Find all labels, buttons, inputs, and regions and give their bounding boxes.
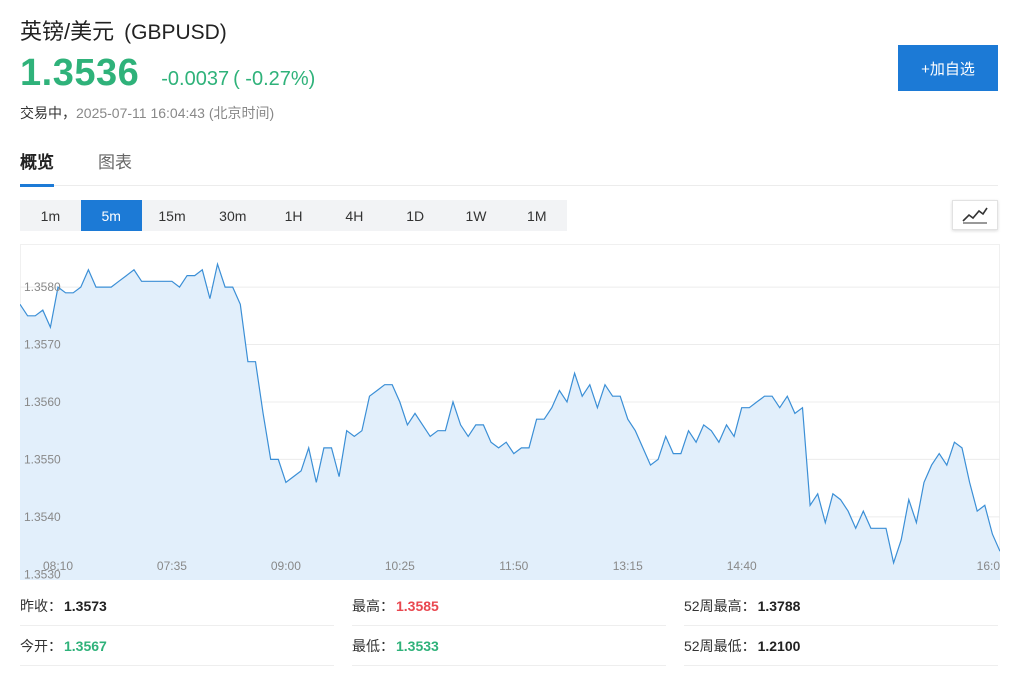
last-price: 1.3536 <box>20 52 140 94</box>
y-tick-label: 1.3560 <box>24 395 61 409</box>
x-tick-label: 11:50 <box>499 559 528 573</box>
stat-value: 1.3567 <box>64 637 107 654</box>
period-selector: 1m 5m 15m 30m 1H 4H 1D 1W 1M <box>20 200 568 231</box>
stat-52w-low: 52周最低： 1.2100 <box>684 626 998 666</box>
period-1w[interactable]: 1W <box>465 207 487 224</box>
trading-status-label: 交易中， <box>20 105 76 121</box>
line-chart-icon <box>962 207 988 224</box>
stat-label: 52周最高： <box>684 597 756 614</box>
stat-value: 1.3585 <box>396 597 439 614</box>
stat-value: 1.3533 <box>396 637 439 654</box>
y-tick-label: 1.3570 <box>24 338 61 352</box>
price-chart-svg: 1.3530 1.3540 1.3550 1.3560 1.3570 1.3580 08:1… <box>20 244 1000 580</box>
stat-52w-high: 52周最高： 1.3788 <box>684 586 998 626</box>
period-1m[interactable]: 1m <box>40 207 61 224</box>
stat-label: 52周最低： <box>684 637 756 654</box>
price-line <box>20 261 1000 566</box>
x-tick-label: 07:35 <box>157 559 187 573</box>
tab-chart[interactable]: 图表 <box>98 153 132 172</box>
price-chart[interactable]: 1.3530 1.3540 1.3550 1.3560 1.3570 1.3580 08:1… <box>20 244 1000 580</box>
stat-label: 昨收： <box>20 597 62 614</box>
period-1d[interactable]: 1D <box>406 207 425 224</box>
price-change-percent: ( -0.27%) <box>233 68 316 90</box>
add-watchlist-button[interactable]: +加自选 <box>898 45 998 91</box>
stat-day-high: 最高： 1.3585 <box>352 586 666 626</box>
period-30m[interactable]: 30m <box>219 207 247 224</box>
stat-prev-close: 昨收： 1.3573 <box>20 586 334 626</box>
timezone-label: (北京时间) <box>208 105 275 121</box>
x-tick-label: 13:15 <box>613 559 643 573</box>
price-row: 1.3536 -0.0037 ( -0.27%) <box>20 52 315 95</box>
period-4h[interactable]: 4H <box>345 207 364 224</box>
stat-open: 今开： 1.3567 <box>20 626 334 666</box>
stats-row: 今开： 1.3567 最低： 1.3533 52周最低： 1.2100 <box>20 626 998 666</box>
x-tick-label: 16:0 <box>977 559 1000 573</box>
tab-overview[interactable]: 概览 <box>20 148 54 187</box>
tab-bar: 概览 图表 <box>20 148 998 187</box>
period-1h[interactable]: 1H <box>284 207 303 224</box>
price-area <box>20 264 1000 580</box>
chart-type-button[interactable] <box>952 200 998 230</box>
y-tick-label: 1.3540 <box>24 510 61 524</box>
period-5m[interactable]: 5m <box>80 200 142 231</box>
stats-table: 昨收： 1.3573 最高： 1.3585 52周最高： 1.3788 今开： … <box>20 586 998 666</box>
stat-label: 最高： <box>352 597 394 614</box>
x-tick-label: 10:25 <box>385 559 415 573</box>
instrument-name: 英镑/美元 <box>20 19 115 44</box>
period-1mo[interactable]: 1M <box>527 207 547 224</box>
quote-timestamp: 2025-07-11 16:04:43 <box>76 105 205 121</box>
stat-label: 最低： <box>352 637 394 654</box>
y-tick-label: 1.3550 <box>24 452 61 466</box>
instrument-title: 英镑/美元 (GBPUSD) <box>20 14 227 46</box>
stat-label: 今开： <box>20 637 62 654</box>
price-change: -0.0037 <box>161 68 230 90</box>
period-15m[interactable]: 15m <box>158 207 186 224</box>
y-tick-label: 1.3580 <box>24 280 61 294</box>
stat-value: 1.3788 <box>757 597 801 614</box>
x-tick-label: 09:00 <box>271 559 301 573</box>
x-tick-label: 08:10 <box>43 559 73 573</box>
stats-row: 昨收： 1.3573 最高： 1.3585 52周最高： 1.3788 <box>20 586 998 626</box>
trading-status: 交易中，2025-07-11 16:04:43 (北京时间) <box>20 103 274 123</box>
stat-value: 1.3573 <box>64 597 107 614</box>
stat-value: 1.2100 <box>757 637 801 654</box>
instrument-code: (GBPUSD) <box>124 21 227 44</box>
x-tick-label: 14:40 <box>727 559 757 573</box>
stat-day-low: 最低： 1.3533 <box>352 626 666 666</box>
y-tick-label: 1.3530 <box>24 567 61 580</box>
